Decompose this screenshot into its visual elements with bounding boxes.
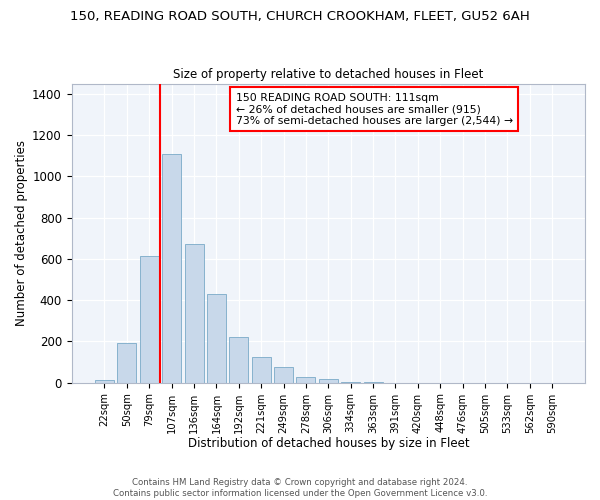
- Bar: [229, 338, 248, 382]
- Bar: [207, 294, 226, 382]
- Bar: [251, 357, 271, 382]
- Text: 150 READING ROAD SOUTH: 111sqm
← 26% of detached houses are smaller (915)
73% of: 150 READING ROAD SOUTH: 111sqm ← 26% of …: [236, 92, 513, 126]
- Bar: [185, 244, 203, 382]
- Y-axis label: Number of detached properties: Number of detached properties: [15, 140, 28, 326]
- Bar: [95, 380, 114, 382]
- Bar: [296, 376, 316, 382]
- Title: Size of property relative to detached houses in Fleet: Size of property relative to detached ho…: [173, 68, 484, 81]
- X-axis label: Distribution of detached houses by size in Fleet: Distribution of detached houses by size …: [188, 437, 469, 450]
- Bar: [162, 154, 181, 382]
- Bar: [118, 342, 136, 382]
- Bar: [140, 256, 159, 382]
- Bar: [319, 378, 338, 382]
- Text: Contains HM Land Registry data © Crown copyright and database right 2024.
Contai: Contains HM Land Registry data © Crown c…: [113, 478, 487, 498]
- Text: 150, READING ROAD SOUTH, CHURCH CROOKHAM, FLEET, GU52 6AH: 150, READING ROAD SOUTH, CHURCH CROOKHAM…: [70, 10, 530, 23]
- Bar: [274, 368, 293, 382]
